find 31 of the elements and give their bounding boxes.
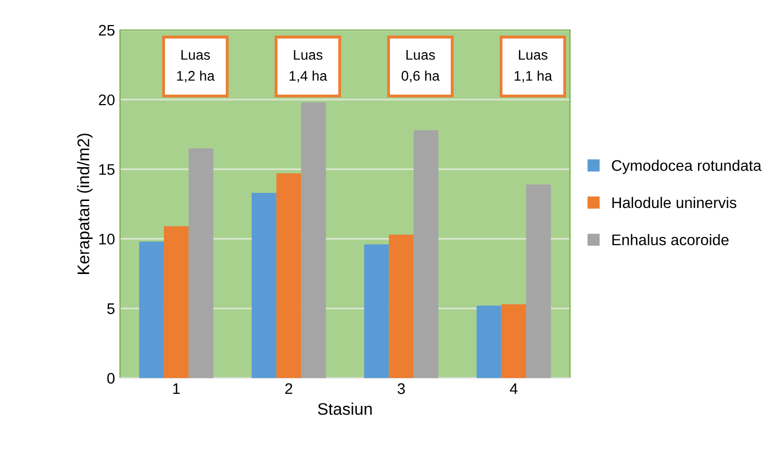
y-tick-label: 0 [107, 372, 115, 384]
bar [252, 192, 276, 378]
y-tick-label: 20 [98, 94, 115, 106]
bar [388, 234, 414, 378]
bar [364, 244, 389, 378]
x-tick-label: 3 [398, 383, 405, 394]
x-axis-title: Stasiun [318, 402, 372, 415]
y-tick-label: 15 [99, 164, 114, 175]
bar [476, 306, 502, 378]
annotation: Luas 0,6 ha [402, 50, 440, 82]
bar [526, 184, 551, 378]
x-tick-label: 2 [285, 383, 292, 394]
bar [414, 130, 438, 378]
legend-label: Cymodocea rotundata [612, 160, 762, 174]
bar [139, 242, 164, 378]
y-tick-label: 5 [107, 303, 114, 314]
legend-label: Enhalus acoroide [612, 234, 729, 246]
y-tick-label: 10 [99, 234, 115, 244]
annotation: Luas 1,1 ha [514, 50, 552, 82]
bar [188, 148, 214, 378]
y-axis-title: Kerapatan (ind/m2) [77, 134, 93, 274]
x-tick-label: 1 [173, 383, 180, 394]
bar [301, 102, 326, 378]
bar [164, 226, 189, 378]
annotation: Luas 1,4 ha [290, 50, 328, 82]
bar [276, 173, 302, 378]
bar [501, 304, 526, 378]
annotation: Luas 1,2 ha [177, 50, 215, 82]
x-tick-label: 4 [510, 383, 518, 394]
legend-label: Halodule uninervis [612, 196, 736, 208]
y-tick-label: 25 [98, 24, 114, 36]
